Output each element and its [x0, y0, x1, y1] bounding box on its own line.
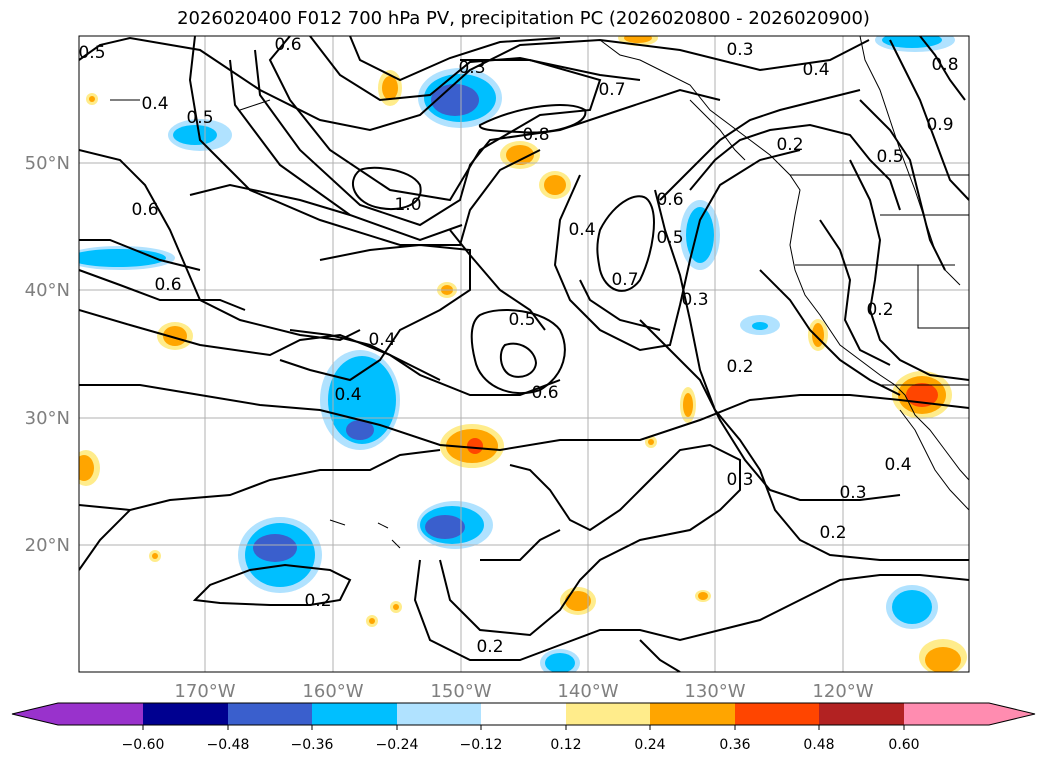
contour-label: 0.5 — [656, 228, 683, 248]
colorbar-bin — [312, 703, 397, 725]
lat-label: 20°N — [25, 535, 70, 556]
map-title: 2026020400 F012 700 hPa PV, precipitatio… — [177, 8, 870, 29]
colorbar-tick-label: −0.24 — [376, 737, 419, 753]
map-frame — [78, 35, 970, 673]
contour-label: 0.4 — [568, 220, 595, 240]
colorbar-tick-label: −0.36 — [291, 737, 334, 753]
colorbar-ticks — [142, 725, 905, 730]
contour-labels: 0.5 0.6 0.4 0.5 0.3 0.3 0.4 0.7 0.8 1.0 … — [78, 35, 959, 657]
contour-label: 0.8 — [522, 125, 549, 145]
contour-label: 0.7 — [598, 80, 625, 100]
colorbar-tick-label: 0.36 — [719, 737, 750, 753]
lon-label: 140°W — [557, 681, 618, 702]
colorbar-tick-label: 0.60 — [888, 737, 919, 753]
contour-label: 0.6 — [154, 275, 181, 295]
contour-label: 0.6 — [656, 190, 683, 210]
contour-label: 0.2 — [776, 135, 803, 155]
contour-label: 0.7 — [611, 270, 638, 290]
lon-label: 160°W — [302, 681, 363, 702]
pv-contours — [79, 36, 969, 672]
colorbar-bin — [904, 703, 989, 725]
contour-label: 0.9 — [926, 115, 953, 135]
contour-label: 0.3 — [681, 290, 708, 310]
colorbar-bin — [397, 703, 481, 725]
contour-label: 0.2 — [866, 300, 893, 320]
colorbar-tick-label: −0.12 — [460, 737, 503, 753]
lon-label: 150°W — [430, 681, 491, 702]
lat-labels: 50°N 40°N 30°N 20°N — [25, 153, 70, 556]
colorbar-bin — [481, 703, 566, 725]
map-panel: 0.5 0.6 0.4 0.5 0.3 0.3 0.4 0.7 0.8 1.0 … — [78, 35, 969, 672]
contour-label: 0.4 — [334, 385, 361, 405]
lon-label: 120°W — [812, 681, 873, 702]
colorbar-bin — [566, 703, 650, 725]
colorbar-tick-label: 0.12 — [550, 737, 581, 753]
colorbar-bin — [735, 703, 819, 725]
contour-label: 0.5 — [78, 43, 105, 63]
contour-label: 1.0 — [394, 195, 421, 215]
lat-label: 50°N — [25, 153, 70, 174]
contour-label: 0.2 — [476, 637, 503, 657]
contour-label: 0.6 — [274, 35, 301, 55]
colorbar-bin — [650, 703, 735, 725]
contour-label: 0.5 — [508, 310, 535, 330]
contour-label: 0.3 — [726, 470, 753, 490]
contour-label: 0.4 — [141, 94, 168, 114]
contour-label: 0.6 — [131, 200, 158, 220]
colorbar-extend-min — [12, 703, 58, 725]
contour-label: 0.2 — [819, 523, 846, 543]
contour-label: 0.4 — [802, 60, 829, 80]
contour-label: 0.5 — [186, 108, 213, 128]
contour-label: 0.5 — [876, 147, 903, 167]
contour-label: 0.3 — [726, 40, 753, 60]
graticule — [79, 36, 969, 672]
lat-label: 30°N — [25, 408, 70, 429]
lon-labels: 170°W 160°W 150°W 140°W 130°W 120°W — [174, 681, 873, 702]
colorbar-extend-max — [989, 703, 1035, 725]
colorbar-tick-label: 0.24 — [634, 737, 665, 753]
contour-label: 0.6 — [531, 383, 558, 403]
colorbar-bin — [228, 703, 312, 725]
colorbar-tick-label: −0.48 — [207, 737, 250, 753]
contour-label: 0.4 — [884, 455, 911, 475]
colorbar-bin — [143, 703, 228, 725]
colorbar-bin — [819, 703, 904, 725]
lon-label: 130°W — [684, 681, 745, 702]
lat-label: 40°N — [25, 280, 70, 301]
contour-label: 0.3 — [458, 58, 485, 78]
colorbar-outline — [11, 702, 1036, 726]
colorbar-bin — [58, 703, 143, 725]
colorbar-tick-label: 0.48 — [803, 737, 834, 753]
contour-label: 0.2 — [304, 591, 331, 611]
lon-label: 170°W — [174, 681, 235, 702]
contour-label: 0.2 — [726, 357, 753, 377]
colorbar-tick-labels: −0.60 −0.48 −0.36 −0.24 −0.12 0.12 0.24 … — [122, 737, 920, 753]
colorbar: −0.60 −0.48 −0.36 −0.24 −0.12 0.12 0.24 … — [11, 702, 1036, 753]
contour-label: 0.4 — [368, 330, 395, 350]
contour-label: 0.3 — [839, 483, 866, 503]
colorbar-tick-label: −0.60 — [122, 737, 165, 753]
contour-label: 0.8 — [931, 55, 958, 75]
